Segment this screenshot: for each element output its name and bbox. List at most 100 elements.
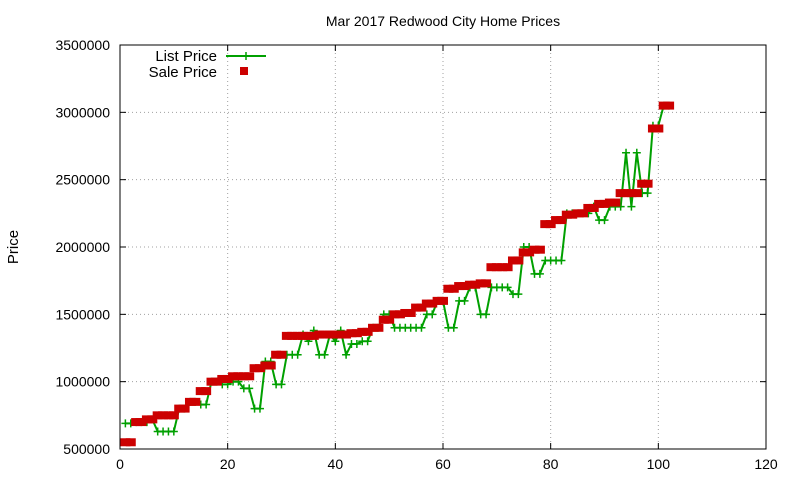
list-price-point bbox=[460, 296, 469, 305]
sale-price-point bbox=[497, 263, 508, 272]
sale-price-point bbox=[195, 387, 206, 396]
sale-price-point bbox=[292, 331, 303, 340]
sale-price-point bbox=[653, 124, 664, 133]
list-price-point bbox=[363, 337, 372, 346]
sale-price-point bbox=[330, 330, 341, 339]
sale-price-point bbox=[572, 209, 583, 218]
y-tick-label: 3000000 bbox=[55, 104, 110, 120]
sale-price-point bbox=[324, 330, 335, 339]
list-price-point bbox=[331, 337, 340, 346]
sale-price-point bbox=[507, 256, 518, 265]
sale-price-point bbox=[233, 372, 244, 381]
sale-price-point bbox=[276, 350, 287, 359]
series-layer bbox=[120, 101, 675, 447]
sale-price-point bbox=[254, 364, 265, 373]
legend-swatch-sale-price bbox=[240, 67, 248, 75]
list-price-point bbox=[535, 269, 544, 278]
x-tick-label: 0 bbox=[116, 456, 124, 472]
sale-price-point bbox=[615, 189, 626, 198]
sale-price-point bbox=[384, 315, 395, 324]
sale-price-point bbox=[459, 282, 470, 291]
sale-price-point bbox=[168, 411, 179, 420]
y-tick-label: 2000000 bbox=[55, 239, 110, 255]
sale-price-point bbox=[389, 310, 400, 319]
sale-price-point bbox=[486, 263, 497, 272]
sale-price-point bbox=[432, 296, 443, 305]
legend: List Price Sale Price bbox=[149, 48, 266, 81]
list-price-point bbox=[255, 404, 264, 413]
sale-price-point bbox=[281, 331, 292, 340]
sale-price-point bbox=[518, 248, 529, 257]
sale-price-point bbox=[373, 323, 384, 332]
list-price-point bbox=[277, 380, 286, 389]
sale-price-point bbox=[244, 372, 255, 381]
sale-price-point bbox=[271, 350, 282, 359]
sale-price-point bbox=[534, 245, 545, 254]
sale-price-point bbox=[357, 327, 368, 336]
sale-price-point bbox=[184, 397, 195, 406]
sale-price-point bbox=[545, 220, 556, 229]
sale-price-point bbox=[287, 331, 298, 340]
sale-price-point bbox=[540, 220, 551, 229]
sale-price-point bbox=[351, 329, 362, 338]
sale-price-point bbox=[125, 438, 136, 447]
sale-price-point bbox=[481, 279, 492, 288]
sale-price-point bbox=[438, 296, 448, 305]
chart-title: Mar 2017 Redwood City Home Prices bbox=[326, 13, 560, 29]
list-price-point bbox=[245, 384, 254, 393]
sale-price-point bbox=[604, 198, 615, 207]
sale-price-point bbox=[443, 284, 454, 293]
sale-price-point bbox=[561, 210, 572, 219]
sale-price-point bbox=[448, 284, 459, 293]
sale-price-point bbox=[588, 203, 599, 212]
sale-price-point bbox=[610, 198, 621, 207]
list-price-point bbox=[342, 350, 351, 359]
sale-price-point bbox=[179, 404, 190, 413]
sale-price-point bbox=[621, 189, 632, 198]
sale-price-point bbox=[141, 415, 152, 424]
x-tick-label: 20 bbox=[220, 456, 236, 472]
list-price-point bbox=[428, 310, 437, 319]
y-tick-label: 500000 bbox=[63, 441, 110, 457]
sale-price-point bbox=[567, 210, 578, 219]
sale-price-point bbox=[158, 411, 169, 420]
sale-price-point bbox=[454, 282, 465, 291]
y-tick-label: 1500000 bbox=[55, 306, 110, 322]
list-price-point bbox=[503, 283, 512, 292]
sale-price-point bbox=[577, 209, 588, 218]
legend-label-list-price: List Price bbox=[155, 48, 217, 65]
legend-marker-list-price bbox=[242, 52, 250, 60]
list-price-point bbox=[449, 323, 458, 332]
sale-price-point bbox=[421, 299, 432, 308]
sale-price-point bbox=[335, 330, 346, 339]
sale-price-point bbox=[529, 245, 540, 254]
list-price-point bbox=[616, 202, 625, 211]
list-price-point bbox=[632, 148, 641, 157]
axis-ticks: 500000 1000000 1500000 2000000 2500000 300000… bbox=[55, 37, 777, 472]
y-tick-label: 3500000 bbox=[55, 37, 110, 53]
sale-price-point bbox=[174, 404, 185, 413]
sale-price-point bbox=[238, 372, 249, 381]
sale-price-point bbox=[260, 361, 271, 370]
list-price-point bbox=[514, 290, 523, 299]
x-tick-label: 80 bbox=[543, 456, 559, 472]
sale-price-point bbox=[464, 280, 475, 289]
list-price-point bbox=[293, 350, 302, 359]
sale-price-point bbox=[411, 303, 422, 312]
sale-price-point bbox=[362, 327, 373, 336]
sale-price-point bbox=[163, 411, 174, 420]
sale-price-point bbox=[405, 308, 416, 317]
sale-price-point bbox=[502, 263, 513, 272]
sale-price-point bbox=[378, 315, 389, 324]
sale-price-point bbox=[131, 418, 142, 427]
list-price-point bbox=[627, 202, 636, 211]
sale-price-point bbox=[394, 310, 405, 319]
sale-price-point bbox=[190, 397, 201, 406]
sale-price-point bbox=[201, 387, 212, 396]
sale-price-point bbox=[583, 203, 594, 212]
sale-price-point bbox=[319, 330, 330, 339]
y-tick-label: 1000000 bbox=[55, 374, 110, 390]
sale-price-point bbox=[647, 124, 658, 133]
x-tick-label: 100 bbox=[647, 456, 671, 472]
